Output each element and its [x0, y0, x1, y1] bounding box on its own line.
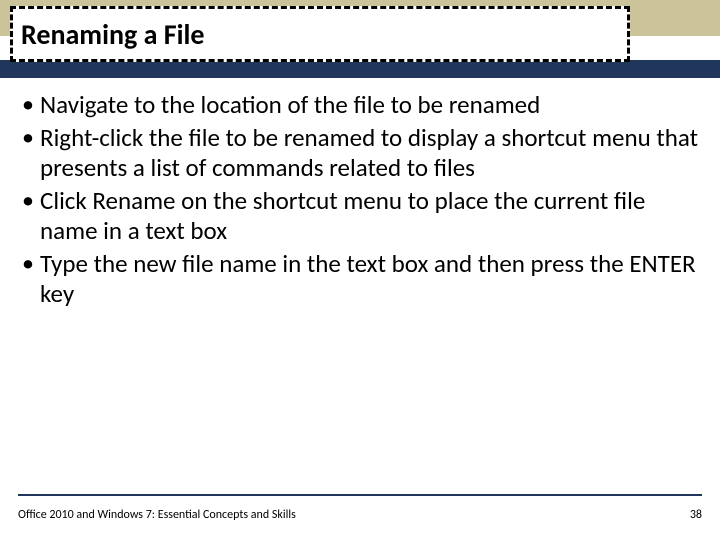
- title-box: Renaming a File: [10, 6, 630, 62]
- bullet-item: Type the new file name in the text box a…: [18, 249, 702, 310]
- bullet-item: Navigate to the location of the file to …: [18, 90, 702, 121]
- dark-decorative-band: [0, 60, 720, 78]
- slide-container: Renaming a File Navigate to the location…: [0, 0, 720, 540]
- bullet-list: Navigate to the location of the file to …: [18, 90, 702, 310]
- bullet-item: Right-click the file to be renamed to di…: [18, 123, 702, 184]
- footer-divider: [18, 494, 702, 496]
- footer-text: Office 2010 and Windows 7: Essential Con…: [18, 508, 296, 522]
- bullet-item: Click Rename on the shortcut menu to pla…: [18, 186, 702, 247]
- page-number: 38: [690, 508, 702, 522]
- content-area: Navigate to the location of the file to …: [18, 90, 702, 480]
- slide-title: Renaming a File: [21, 17, 204, 52]
- footer: Office 2010 and Windows 7: Essential Con…: [18, 508, 702, 522]
